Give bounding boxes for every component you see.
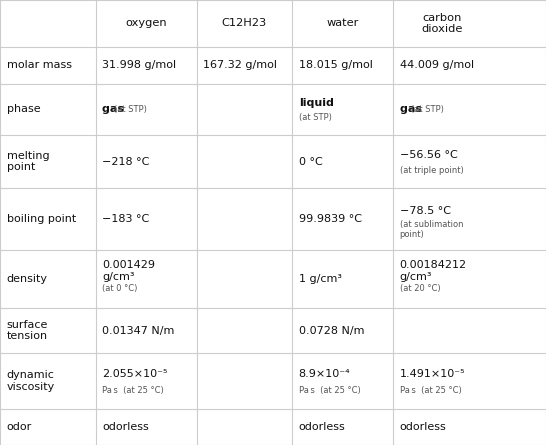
Text: liquid: liquid <box>299 97 334 108</box>
Text: (at triple point): (at triple point) <box>400 166 464 175</box>
Text: −218 °C: −218 °C <box>102 157 150 166</box>
Text: 2.055×10⁻⁵: 2.055×10⁻⁵ <box>102 369 168 379</box>
Text: odor: odor <box>7 422 32 432</box>
Text: melting
point: melting point <box>7 151 49 172</box>
Text: phase: phase <box>7 104 40 114</box>
Text: −183 °C: −183 °C <box>102 214 150 224</box>
Text: odorless: odorless <box>299 422 346 432</box>
Text: (at 20 °C): (at 20 °C) <box>400 284 440 293</box>
Text: (at STP): (at STP) <box>114 105 147 114</box>
Text: density: density <box>7 274 48 284</box>
Text: −56.56 °C: −56.56 °C <box>400 150 458 160</box>
Text: (at STP): (at STP) <box>299 113 331 122</box>
Text: Pa s  (at 25 °C): Pa s (at 25 °C) <box>299 386 360 395</box>
Text: boiling point: boiling point <box>7 214 76 224</box>
Text: molar mass: molar mass <box>7 61 72 70</box>
Text: water: water <box>327 19 359 28</box>
Text: Pa s  (at 25 °C): Pa s (at 25 °C) <box>102 386 164 395</box>
Text: odorless: odorless <box>400 422 447 432</box>
Text: dynamic
viscosity: dynamic viscosity <box>7 370 55 392</box>
Text: (at 0 °C): (at 0 °C) <box>102 284 138 293</box>
Text: 8.9×10⁻⁴: 8.9×10⁻⁴ <box>299 369 351 379</box>
Text: −78.5 °C: −78.5 °C <box>400 206 450 216</box>
Text: 0.01347 N/m: 0.01347 N/m <box>102 326 175 336</box>
Text: 44.009 g/mol: 44.009 g/mol <box>400 61 474 70</box>
Text: gas: gas <box>102 104 128 114</box>
Text: 167.32 g/mol: 167.32 g/mol <box>203 61 277 70</box>
Text: C12H23: C12H23 <box>222 19 267 28</box>
Text: Pa s  (at 25 °C): Pa s (at 25 °C) <box>400 386 461 395</box>
Text: odorless: odorless <box>102 422 149 432</box>
Text: 1.491×10⁻⁵: 1.491×10⁻⁵ <box>400 369 465 379</box>
Text: (at STP): (at STP) <box>412 105 444 114</box>
Text: (at sublimation
point): (at sublimation point) <box>400 220 463 239</box>
Text: surface
tension: surface tension <box>7 320 48 341</box>
Text: oxygen: oxygen <box>125 19 167 28</box>
Text: 0.0728 N/m: 0.0728 N/m <box>299 326 364 336</box>
Text: 0 °C: 0 °C <box>299 157 322 166</box>
Text: gas: gas <box>400 104 425 114</box>
Text: 0.001429
g/cm³: 0.001429 g/cm³ <box>102 260 155 282</box>
Text: 0.00184212
g/cm³: 0.00184212 g/cm³ <box>400 260 467 282</box>
Text: 99.9839 °C: 99.9839 °C <box>299 214 361 224</box>
Text: 1 g/cm³: 1 g/cm³ <box>299 274 342 284</box>
Text: 31.998 g/mol: 31.998 g/mol <box>102 61 176 70</box>
Text: carbon
dioxide: carbon dioxide <box>422 12 463 34</box>
Text: 18.015 g/mol: 18.015 g/mol <box>299 61 372 70</box>
